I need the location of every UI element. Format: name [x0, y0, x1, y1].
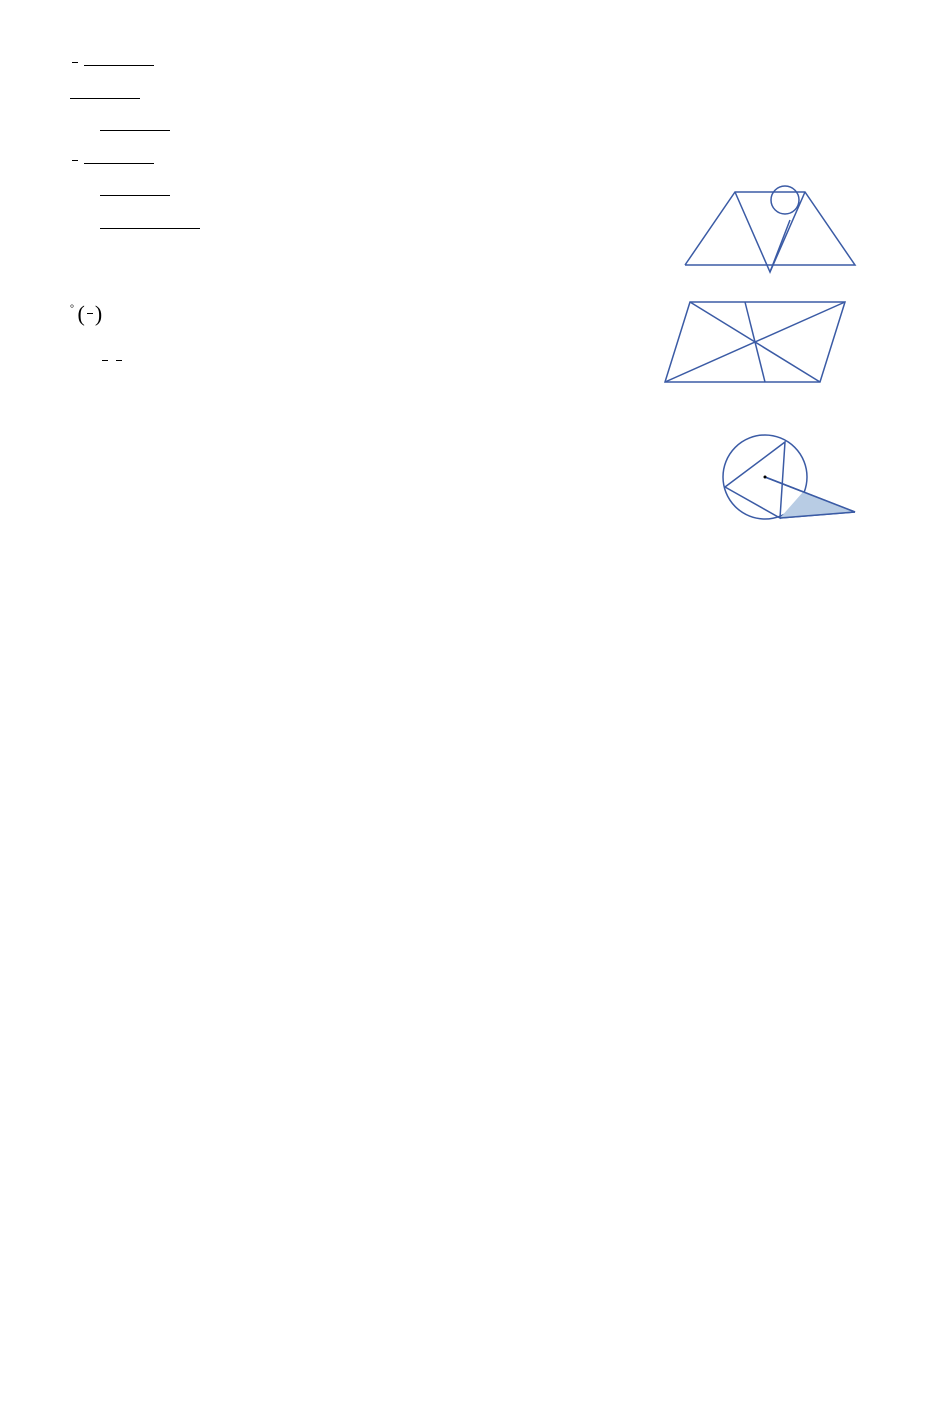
bar-chart — [605, 731, 865, 922]
q12 — [70, 83, 875, 110]
fig-q18 — [645, 292, 865, 413]
fig-q16 — [675, 180, 865, 280]
q15-blank — [100, 181, 170, 196]
q14-blank — [84, 149, 154, 164]
q12-blank — [70, 84, 140, 99]
q16-blank — [100, 214, 200, 229]
q11-blank — [84, 51, 154, 66]
q11 — [70, 50, 875, 77]
q13-blank — [100, 116, 170, 131]
grid-1 — [120, 565, 265, 715]
q14 — [70, 148, 875, 175]
grid-2 — [295, 565, 440, 715]
grid-3 — [470, 565, 615, 715]
grids — [120, 565, 615, 715]
q14-frac — [72, 160, 78, 161]
q11-frac — [72, 62, 78, 63]
fig-q19 — [695, 427, 865, 547]
q13 — [70, 115, 875, 142]
